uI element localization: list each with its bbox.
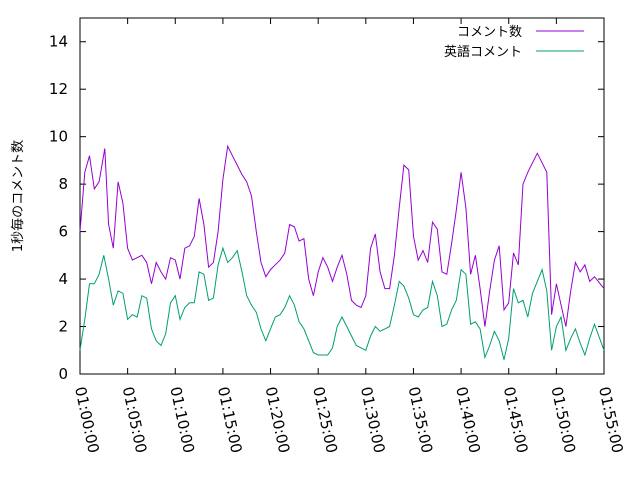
x-tick-label: 01:10:00 [166,385,198,455]
x-tick-label: 01:40:00 [452,385,484,455]
x-tick-label: 01:50:00 [547,385,579,455]
y-tick-label: 4 [58,270,68,288]
x-tick-label: 01:55:00 [595,385,627,455]
y-tick-label: 8 [58,175,68,193]
x-tick-label: 01:45:00 [500,385,532,455]
y-tick-label: 2 [58,318,68,336]
series-line-1 [79,144,605,327]
y-tick-label: 14 [49,33,68,51]
x-tick-label: 01:20:00 [262,385,294,455]
y-tick-label: 0 [58,365,68,383]
plot-frame [79,17,605,375]
y-tick-label: 6 [58,223,68,241]
y-axis-ticks: 0 2 4 6 8 10 12 14 [49,33,604,383]
x-tick-label: 01:00:00 [71,385,103,455]
x-tick-label: 01:30:00 [357,385,389,455]
y-axis-label: 1秒毎のコメント数 [10,140,26,252]
y-tick-label: 12 [49,80,68,98]
series-lines [79,144,605,360]
x-tick-label: 01:05:00 [119,385,151,455]
x-tick-label: 01:35:00 [405,385,437,455]
x-axis-ticks: 01:00:00 01:05:00 01:10:00 01:15:00 01:20:00… [71,18,627,455]
legend-label-2: 英語コメント [444,44,522,60]
x-tick-label: 01:25:00 [309,385,341,455]
y-tick-label: 10 [49,128,68,146]
legend-label-1: コメント数 [457,25,522,40]
x-tick-label: 01:15:00 [214,385,246,455]
series-line-2 [79,246,605,360]
